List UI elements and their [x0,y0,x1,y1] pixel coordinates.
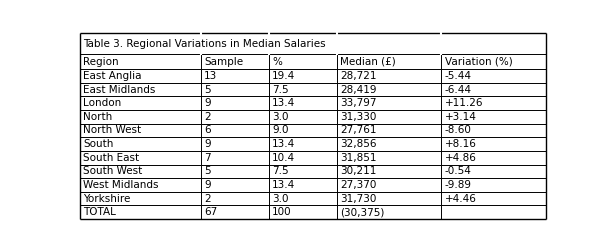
Text: 10.4: 10.4 [272,153,295,163]
Text: +4.46: +4.46 [445,194,477,203]
Text: 27,761: 27,761 [340,126,376,136]
Text: 13.4: 13.4 [272,139,295,149]
Text: East Midlands: East Midlands [84,84,156,94]
Text: Region: Region [84,57,119,67]
Text: South East: South East [84,153,139,163]
Text: %: % [272,57,282,67]
Text: -9.89: -9.89 [445,180,472,190]
Text: 3.0: 3.0 [272,194,288,203]
Text: 2: 2 [204,112,211,122]
Text: Variation (%): Variation (%) [445,57,513,67]
Text: 9: 9 [204,139,211,149]
Text: 7.5: 7.5 [272,84,288,94]
Text: Table 3. Regional Variations in Median Salaries: Table 3. Regional Variations in Median S… [84,38,326,48]
Text: 13.4: 13.4 [272,98,295,108]
Text: Yorkshire: Yorkshire [84,194,131,203]
Text: 100: 100 [272,207,291,217]
Text: 33,797: 33,797 [340,98,376,108]
Text: +8.16: +8.16 [445,139,477,149]
Text: 2: 2 [204,194,211,203]
Text: London: London [84,98,122,108]
Text: 67: 67 [204,207,217,217]
Text: West Midlands: West Midlands [84,180,159,190]
Text: 6: 6 [204,126,211,136]
Text: +3.14: +3.14 [445,112,477,122]
Text: 13.4: 13.4 [272,180,295,190]
Text: 5: 5 [204,84,211,94]
Text: Median (£): Median (£) [340,57,396,67]
Text: -6.44: -6.44 [445,84,472,94]
Text: 30,211: 30,211 [340,166,376,176]
Text: 19.4: 19.4 [272,71,295,81]
Text: -0.54: -0.54 [445,166,472,176]
Text: South West: South West [84,166,143,176]
Text: 27,370: 27,370 [340,180,376,190]
Text: 32,856: 32,856 [340,139,376,149]
Text: 31,330: 31,330 [340,112,376,122]
Text: 9.0: 9.0 [272,126,288,136]
Text: 28,419: 28,419 [340,84,376,94]
Text: 7.5: 7.5 [272,166,288,176]
Text: 31,851: 31,851 [340,153,376,163]
Text: +11.26: +11.26 [445,98,483,108]
Text: 28,721: 28,721 [340,71,376,81]
Text: 9: 9 [204,98,211,108]
Text: East Anglia: East Anglia [84,71,142,81]
Text: 13: 13 [204,71,217,81]
Text: South: South [84,139,114,149]
Text: -5.44: -5.44 [445,71,472,81]
Text: -8.60: -8.60 [445,126,472,136]
Text: 5: 5 [204,166,211,176]
Text: North West: North West [84,126,142,136]
Text: 3.0: 3.0 [272,112,288,122]
Text: North: North [84,112,112,122]
Text: 31,730: 31,730 [340,194,376,203]
Text: +4.86: +4.86 [445,153,477,163]
Text: Sample: Sample [204,57,243,67]
Text: TOTAL: TOTAL [84,207,116,217]
Text: (30,375): (30,375) [340,207,384,217]
Text: 7: 7 [204,153,211,163]
Text: 9: 9 [204,180,211,190]
